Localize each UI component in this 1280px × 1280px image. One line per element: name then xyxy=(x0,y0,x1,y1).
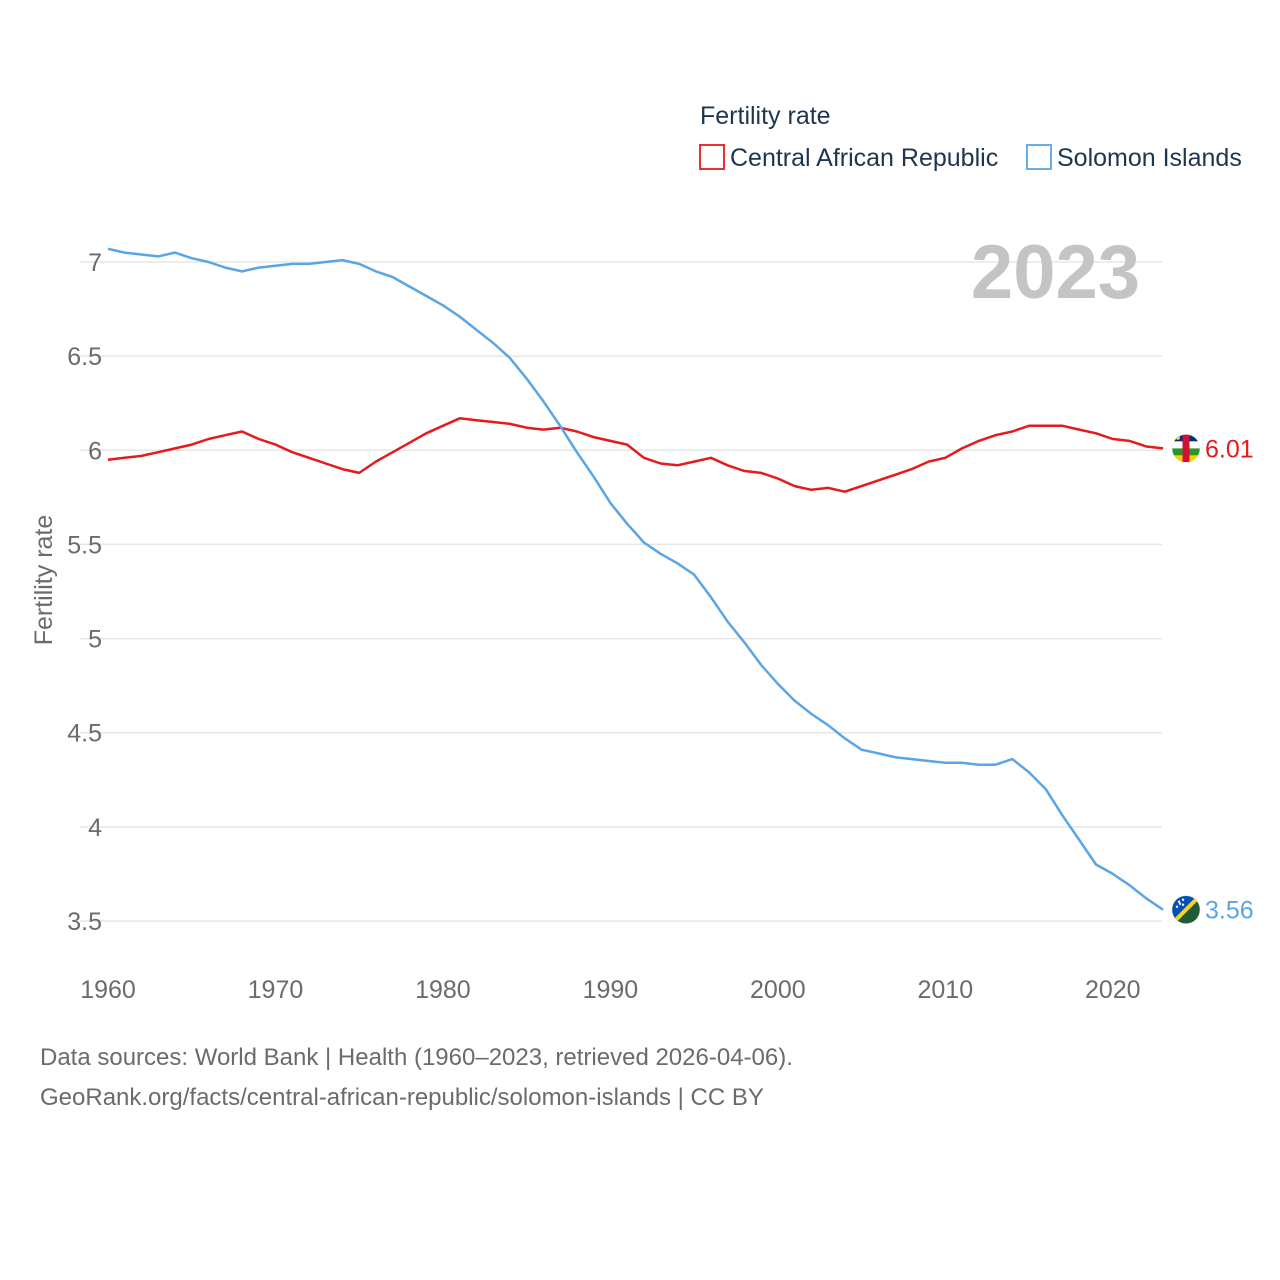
x-tick-label: 2020 xyxy=(1085,976,1141,1004)
central-african-republic-flag-icon xyxy=(1171,434,1201,463)
legend-items: Central African Republic Solomon Islands xyxy=(699,144,1242,172)
data-source-text: Data sources: World Bank | Health (1960–… xyxy=(40,1044,793,1071)
legend-swatch xyxy=(699,144,725,170)
grid-lines xyxy=(80,261,1162,922)
y-tick-label: 5 xyxy=(88,626,102,654)
legend-label: Central African Republic xyxy=(730,144,998,172)
year-watermark: 2023 xyxy=(971,230,1140,315)
legend-swatch xyxy=(1026,144,1052,170)
y-tick-label: 6 xyxy=(88,437,102,465)
x-tick-label: 1980 xyxy=(415,976,471,1004)
legend-title: Fertility rate xyxy=(700,102,831,130)
x-tick-label: 1970 xyxy=(248,976,304,1004)
attribution-text: GeoRank.org/facts/central-african-republ… xyxy=(40,1084,764,1111)
series-end-value-label: 3.56 xyxy=(1205,897,1254,925)
y-tick-label: 5.5 xyxy=(67,531,102,559)
x-tick-label: 2000 xyxy=(750,976,806,1004)
solomon-islands-flag-icon xyxy=(1171,895,1201,924)
y-tick-label: 7 xyxy=(88,249,102,277)
y-tick-label: 4.5 xyxy=(67,720,102,748)
x-axis-ticks: 1960 1970 1980 1990 2000 2010 2020 xyxy=(80,976,1140,1004)
series-lines xyxy=(107,247,1164,911)
x-tick-label: 1990 xyxy=(583,976,639,1004)
series-line-central-african-republic xyxy=(107,417,1164,493)
series-end-value-label: 6.01 xyxy=(1205,435,1254,463)
x-tick-label: 2010 xyxy=(917,976,973,1004)
legend: Fertility rate Central African Republic S… xyxy=(699,102,1242,172)
y-axis-ticks: 3.5 4 4.5 5 5.5 6 6.5 7 xyxy=(67,249,102,936)
y-tick-label: 6.5 xyxy=(67,343,102,371)
series-end-markers: 6.01 3.56 xyxy=(1171,434,1254,925)
legend-label: Solomon Islands xyxy=(1057,144,1242,172)
y-tick-label: 3.5 xyxy=(67,908,102,936)
fertility-rate-chart: 3.5 4 4.5 5 5.5 6 6.5 7 1960 1970 1980 1990 2000 201… xyxy=(30,102,1254,1004)
series-line-solomon-islands xyxy=(107,247,1164,911)
y-tick-label: 4 xyxy=(88,814,102,842)
y-axis-label: Fertility rate xyxy=(30,515,58,646)
x-tick-label: 1960 xyxy=(80,976,136,1004)
